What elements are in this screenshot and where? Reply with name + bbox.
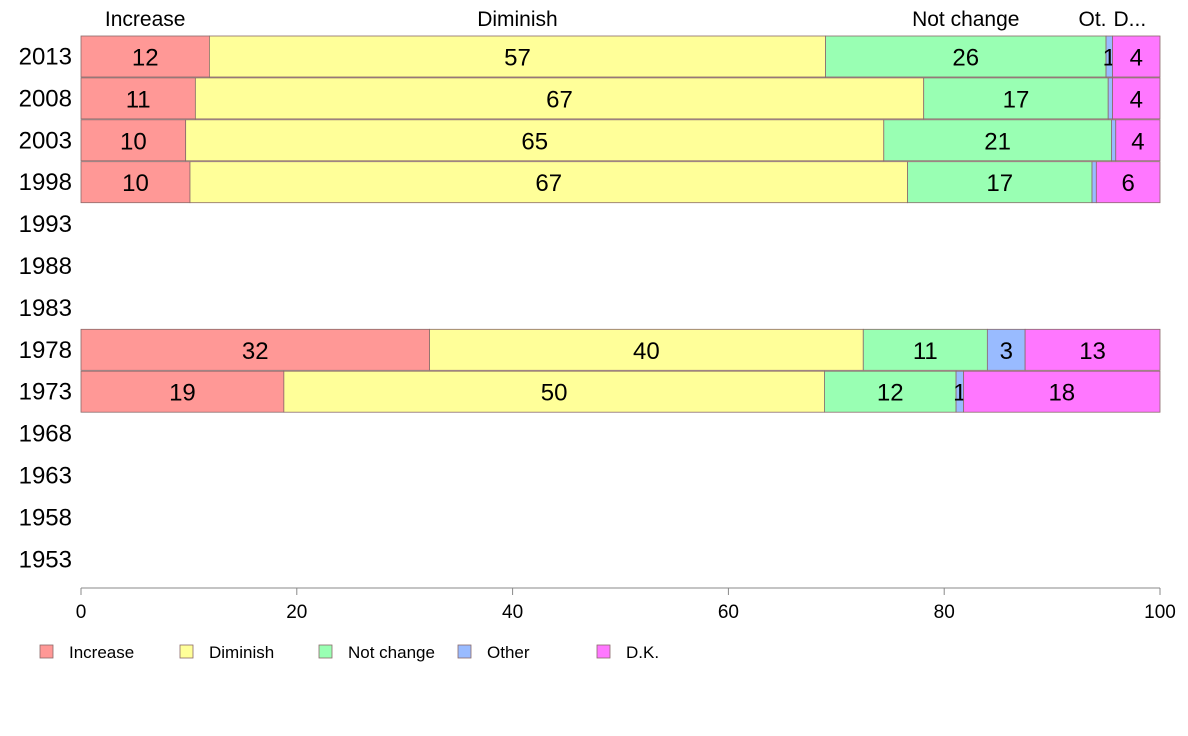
year-label-2008: 2008	[19, 85, 72, 112]
bar-2003-other	[1111, 119, 1117, 162]
bar-2008-not-change	[923, 77, 1109, 120]
data-label-2008-not-change: 17	[1003, 86, 1030, 113]
bar-1978-other	[986, 328, 1026, 371]
year-label-1998: 1998	[19, 169, 72, 196]
year-labels: 2013 2008 2003 1998 1993 1988 1983 1978 1973 1968…	[19, 44, 72, 574]
year-label-1988: 1988	[19, 253, 72, 280]
year-label-1958: 1958	[19, 504, 72, 531]
data-label-1998-d-k: 6	[1121, 170, 1134, 197]
legend-label-diminish: Diminish	[209, 643, 274, 662]
bar-2013-d-k	[1112, 35, 1161, 78]
year-label-1983: 1983	[19, 295, 72, 322]
legend: Increase Diminish Not change Other D.K.	[39, 643, 659, 662]
bar-2008-d-k	[1112, 77, 1161, 120]
data-label-2003-d-k: 4	[1131, 128, 1144, 155]
legend-swatch-increase	[39, 644, 54, 659]
bar-1973-not-change	[824, 370, 957, 413]
column-header-not-change: Not change	[912, 8, 1019, 31]
bar-1998-d-k	[1095, 161, 1161, 204]
legend-label-d-k: D.K.	[626, 643, 659, 662]
data-label-1973-not-change: 12	[877, 380, 904, 407]
x-axis: 0 20 40 60 80 100	[76, 587, 1176, 623]
bar-1998-diminish	[189, 161, 908, 204]
bar-1998-other	[1091, 161, 1097, 204]
bar-2013-diminish	[209, 35, 826, 78]
year-label-2013: 2013	[19, 44, 72, 71]
data-label-2008-d-k: 4	[1130, 86, 1143, 113]
bar-1978-not-change	[862, 328, 988, 371]
bar-1998-not-change	[907, 161, 1093, 204]
year-label-2003: 2003	[19, 127, 72, 154]
column-header-increase: Increase	[105, 8, 186, 31]
bar-2003-d-k	[1115, 119, 1161, 162]
legend-label-other: Other	[487, 643, 530, 662]
legend-swatch-not-change	[318, 644, 333, 659]
data-label-1998-increase: 10	[122, 170, 149, 197]
x-tick-label-20: 20	[286, 602, 307, 623]
bar-2013-increase	[80, 35, 210, 78]
year-label-1978: 1978	[19, 337, 72, 364]
bar-2008-diminish	[194, 77, 925, 120]
x-tick-label-60: 60	[718, 602, 739, 623]
legend-swatch-d-k	[596, 644, 611, 659]
bar-1998-increase	[80, 161, 191, 204]
data-label-1973-d-k: 18	[1048, 380, 1075, 407]
data-label-1978-diminish: 40	[633, 338, 660, 365]
bar-2008-other	[1107, 77, 1113, 120]
year-label-1963: 1963	[19, 463, 72, 490]
data-label-2008-increase: 11	[126, 86, 151, 113]
bar-1978-increase	[80, 328, 430, 371]
data-label-2013-not-change: 26	[952, 45, 979, 72]
bar-1978-diminish	[429, 328, 864, 371]
data-label-2013-d-k: 4	[1130, 45, 1143, 72]
data-label-2013-diminish: 57	[504, 45, 531, 72]
bars: 12 57 26 1 4 11 67 17 4 10 65 21 4 10 67 17 6 32 40 11 3 13 19…	[80, 35, 1161, 413]
bar-2008-increase	[80, 77, 196, 120]
legend-swatch-other	[457, 644, 472, 659]
data-label-2003-increase: 10	[120, 128, 147, 155]
data-label-1998-diminish: 67	[535, 170, 562, 197]
legend-label-not-change: Not change	[348, 643, 435, 662]
bar-1973-d-k	[963, 370, 1161, 413]
x-tick-label-0: 0	[76, 602, 87, 623]
data-label-1973-diminish: 50	[541, 380, 568, 407]
data-label-2008-diminish: 67	[546, 86, 573, 113]
bar-1973-increase	[80, 370, 285, 413]
column-header-diminish: Diminish	[477, 8, 558, 31]
data-label-2003-not-change: 21	[984, 128, 1011, 155]
bar-2003-increase	[80, 119, 187, 162]
data-label-1978-not-change: 11	[913, 338, 938, 365]
column-headers: Increase Diminish Not change Ot. D...	[105, 8, 1146, 31]
bar-1978-d-k	[1024, 328, 1161, 371]
bar-1973-diminish	[283, 370, 825, 413]
bar-2003-diminish	[185, 119, 885, 162]
data-label-1978-increase: 32	[242, 338, 269, 365]
legend-swatch-diminish	[179, 644, 194, 659]
year-label-1993: 1993	[19, 211, 72, 238]
column-header-d-k: D...	[1114, 8, 1147, 31]
x-tick-label-40: 40	[502, 602, 523, 623]
data-label-1998-not-change: 17	[986, 170, 1013, 197]
x-tick-label-80: 80	[934, 602, 955, 623]
data-label-1978-d-k: 13	[1079, 338, 1106, 365]
year-label-1953: 1953	[19, 546, 72, 573]
bar-2003-not-change	[883, 119, 1112, 162]
x-tick-label-100: 100	[1144, 602, 1176, 623]
bar-2013-not-change	[825, 35, 1107, 78]
data-label-1973-other: 1	[953, 380, 966, 407]
data-label-1973-increase: 19	[169, 380, 196, 407]
column-header-other: Ot.	[1079, 8, 1107, 31]
legend-label-increase: Increase	[69, 643, 134, 662]
data-label-2013-increase: 12	[132, 45, 159, 72]
data-label-1978-other: 3	[1000, 338, 1013, 365]
year-label-1968: 1968	[19, 421, 72, 448]
data-label-2003-diminish: 65	[521, 128, 548, 155]
year-label-1973: 1973	[19, 379, 72, 406]
